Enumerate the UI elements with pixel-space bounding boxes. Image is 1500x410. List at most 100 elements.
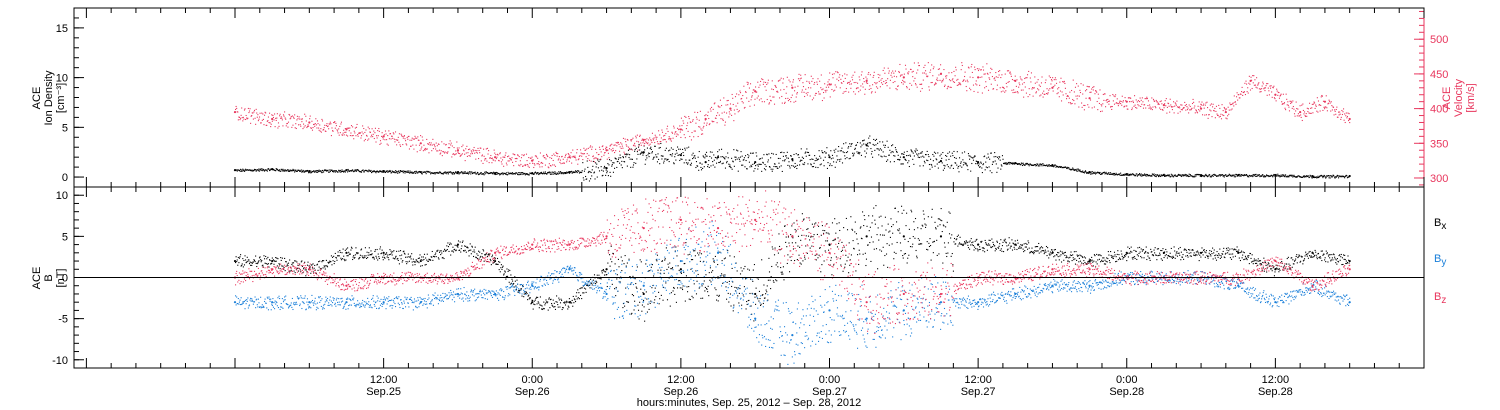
density-point xyxy=(555,173,557,175)
bx-point xyxy=(546,302,548,304)
velocity-point xyxy=(862,86,864,88)
velocity-point xyxy=(573,156,575,158)
density-point xyxy=(924,162,926,164)
bx-point xyxy=(343,255,345,257)
velocity-point xyxy=(1011,78,1014,81)
density-point xyxy=(506,174,508,176)
velocity-point xyxy=(464,160,466,162)
velocity-point xyxy=(1276,88,1278,90)
density-point xyxy=(1305,176,1307,178)
velocity-point xyxy=(1094,93,1096,95)
velocity-point xyxy=(342,134,344,136)
velocity-point xyxy=(1045,92,1048,95)
plasma-panel-frame xyxy=(73,7,1425,188)
density-point xyxy=(381,171,383,173)
density-point xyxy=(890,152,892,154)
velocity-point xyxy=(1091,107,1093,109)
density-point xyxy=(815,157,817,159)
density-point xyxy=(344,170,346,172)
velocity-point xyxy=(1215,105,1218,107)
density-point xyxy=(338,169,340,171)
velocity-point xyxy=(360,137,362,139)
velocity-point xyxy=(1312,103,1315,105)
density-point xyxy=(603,165,606,167)
bx-point xyxy=(407,261,409,263)
bx-point xyxy=(500,267,502,269)
bx-point xyxy=(497,263,499,265)
density-point xyxy=(556,173,558,175)
velocity-point xyxy=(945,77,947,79)
bx-point xyxy=(294,272,296,274)
velocity-point xyxy=(650,140,652,142)
velocity-point xyxy=(405,143,407,145)
density-point xyxy=(1176,175,1178,178)
bx-point xyxy=(482,249,484,251)
density-point xyxy=(399,171,401,173)
velocity-point xyxy=(836,78,838,80)
density-point xyxy=(319,170,321,172)
velocity-point xyxy=(817,78,819,80)
velocity-point xyxy=(607,152,609,154)
density-point xyxy=(596,176,598,178)
density-point xyxy=(385,170,387,172)
bx-point xyxy=(355,252,358,254)
bx-point xyxy=(639,301,641,303)
density-point xyxy=(438,172,440,174)
velocity-point xyxy=(873,71,875,73)
velocity-point xyxy=(259,112,261,114)
density-point xyxy=(310,172,312,174)
density-point xyxy=(461,172,463,174)
density-point xyxy=(540,171,543,173)
velocity-point xyxy=(825,86,827,88)
density-point xyxy=(573,171,575,173)
bx-point xyxy=(702,297,704,299)
bx-point xyxy=(276,265,278,267)
velocity-point xyxy=(1000,91,1002,93)
velocity-point xyxy=(1162,109,1164,111)
bx-point xyxy=(495,263,497,265)
velocity-point xyxy=(626,145,628,147)
density-point xyxy=(1297,175,1299,177)
density-point xyxy=(280,170,282,172)
velocity-point xyxy=(1117,105,1119,107)
velocity-point xyxy=(1222,110,1224,112)
density-point xyxy=(1282,175,1284,177)
density-point xyxy=(243,169,245,171)
density-point xyxy=(1237,175,1239,177)
density-point xyxy=(893,161,895,163)
velocity-point xyxy=(1319,104,1321,106)
density-point xyxy=(694,155,696,157)
velocity-point xyxy=(654,134,656,136)
velocity-point xyxy=(552,159,554,162)
density-point xyxy=(1081,171,1083,173)
velocity-point xyxy=(258,116,261,118)
density-point xyxy=(334,170,336,172)
velocity-point xyxy=(816,83,818,85)
velocity-point xyxy=(1100,110,1102,113)
velocity-point xyxy=(785,92,787,94)
velocity-point xyxy=(521,154,523,156)
velocity-point xyxy=(482,162,484,164)
density-point xyxy=(1254,173,1256,176)
density-point xyxy=(841,162,844,164)
velocity-point xyxy=(766,98,768,101)
bx-point xyxy=(646,311,648,313)
velocity-point xyxy=(596,152,598,154)
bx-point xyxy=(460,248,462,250)
velocity-point xyxy=(1094,90,1097,92)
velocity-point xyxy=(1137,104,1139,106)
density-point xyxy=(239,170,241,172)
density-point xyxy=(737,150,739,152)
velocity-point xyxy=(1312,112,1314,114)
bx-point xyxy=(479,256,481,258)
bx-point xyxy=(697,252,699,254)
density-point xyxy=(1221,174,1223,176)
density-point xyxy=(1206,175,1208,177)
density-point xyxy=(496,172,499,174)
velocity-point xyxy=(811,80,813,82)
density-point xyxy=(1026,162,1028,164)
density-point xyxy=(324,169,326,172)
velocity-point xyxy=(475,151,477,153)
velocity-point xyxy=(783,88,785,91)
velocity-point xyxy=(355,126,358,128)
